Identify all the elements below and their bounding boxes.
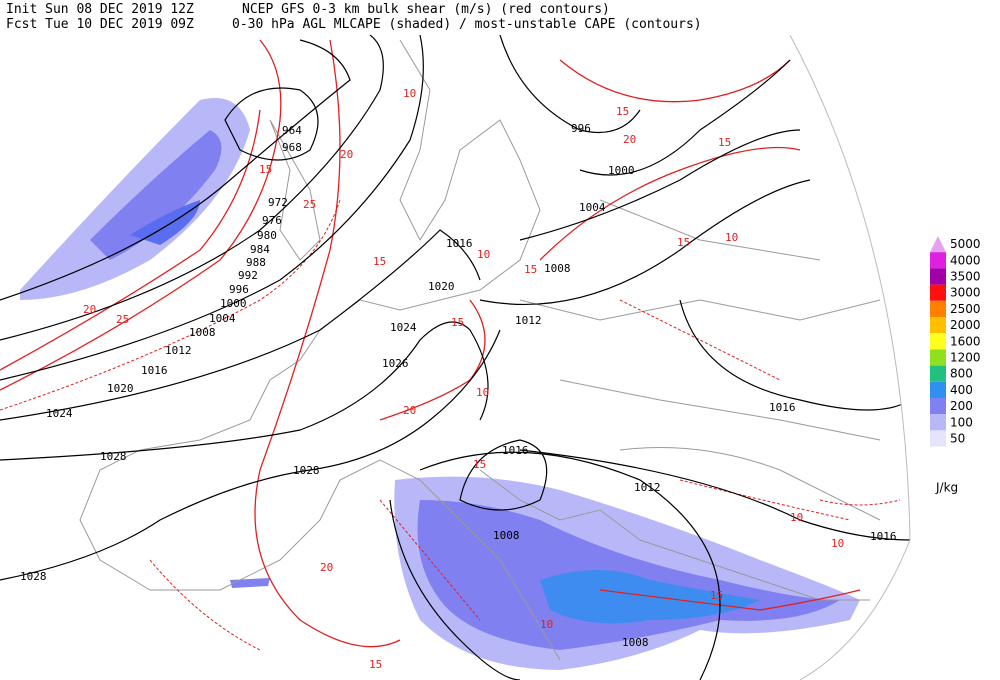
pressure-label: 1012 (165, 344, 192, 357)
pressure-label: 1012 (515, 314, 542, 327)
shear-label: 20 (623, 133, 636, 146)
legend-swatch (930, 365, 946, 382)
legend-swatch (930, 381, 946, 398)
map-area (0, 35, 910, 680)
shear-label: 15 (616, 105, 629, 118)
legend-swatch (930, 398, 946, 415)
legend-label: 1200 (950, 351, 981, 365)
pressure-label: 1024 (390, 321, 417, 334)
legend-swatch (930, 300, 946, 317)
pressure-label: 984 (250, 243, 270, 256)
shear-label: 10 (476, 386, 489, 399)
pressure-label: 1008 (622, 636, 649, 649)
shear-label: 25 (303, 198, 316, 211)
shear-label: 15 (710, 589, 723, 602)
pressure-contours (0, 35, 910, 680)
legend-label: 100 (950, 415, 973, 429)
pressure-label: 1008 (544, 262, 571, 275)
pressure-label: 1020 (428, 280, 455, 293)
pressure-label: 1028 (20, 570, 47, 583)
shear-label: 10 (403, 87, 416, 100)
pressure-label: 1004 (209, 312, 236, 325)
domain-edge (789, 34, 911, 680)
shear-label: 15 (718, 136, 731, 149)
legend-swatch (930, 430, 946, 447)
pressure-label: 980 (257, 229, 277, 242)
legend-label: 800 (950, 367, 973, 381)
legend: 5000 4000 3500 3000 2500 2000 1600 1200 800 400 20… (930, 236, 981, 495)
pressure-label: 1004 (579, 201, 606, 214)
cape-shading (20, 98, 860, 670)
shear-label: 10 (540, 618, 553, 631)
legend-label: 4000 (950, 253, 981, 267)
legend-label: 400 (950, 383, 973, 397)
pressure-label: 1016 (502, 444, 529, 457)
pressure-label: 1028 (293, 464, 320, 477)
pressure-label: 992 (238, 269, 258, 282)
pressure-label: 1020 (107, 382, 134, 395)
product-line-1: NCEP GFS 0-3 km bulk shear (m/s) (red co… (242, 2, 610, 17)
shear-label: 15 (451, 316, 464, 329)
pressure-label: 988 (246, 256, 266, 269)
legend-swatch (930, 349, 946, 366)
pressure-label: 976 (262, 214, 282, 227)
legend-swatch (930, 284, 946, 301)
pressure-label: 996 (571, 122, 591, 135)
pressure-label: 972 (268, 196, 288, 209)
shear-label: 15 (369, 658, 382, 671)
shear-label: 20 (320, 561, 333, 574)
legend-swatch (930, 414, 946, 431)
contour-labels: 9649689729769809849889929961000100410081… (20, 87, 897, 671)
pressure-label: 1000 (608, 164, 635, 177)
shear-label: 10 (725, 231, 738, 244)
pressure-label: 1016 (769, 401, 796, 414)
legend-label: 200 (950, 399, 973, 413)
legend-swatch (930, 268, 946, 285)
pressure-label: 1028 (100, 450, 127, 463)
legend-label: 3000 (950, 286, 981, 300)
shear-label: 25 (116, 313, 129, 326)
shear-label: 20 (340, 148, 353, 161)
shear-label: 15 (473, 458, 486, 471)
product-line-2: 0-30 hPa AGL MLCAPE (shaded) / most-unst… (232, 17, 702, 32)
pressure-label: 1026 (382, 357, 409, 370)
coastlines (79, 39, 881, 661)
legend-label: 1600 (950, 334, 981, 348)
legend-label: 2500 (950, 302, 981, 316)
shear-label: 20 (83, 303, 96, 316)
legend-swatch (930, 252, 946, 269)
pressure-label: 1024 (46, 407, 73, 420)
legend-unit: J/kg (935, 481, 958, 495)
legend-label: 3500 (950, 270, 981, 284)
pressure-label: 1016 (446, 237, 473, 250)
forecast-time: Fcst Tue 10 DEC 2019 09Z (6, 17, 194, 32)
legend-swatch (930, 317, 946, 334)
legend-label: 2000 (950, 318, 981, 332)
pressure-label: 1012 (634, 481, 661, 494)
shear-label: 15 (373, 255, 386, 268)
legend-swatch (930, 333, 946, 350)
pressure-label: 1008 (189, 326, 216, 339)
pressure-label: 1008 (493, 529, 520, 542)
shear-label: 10 (831, 537, 844, 550)
legend-arrow (930, 236, 946, 253)
shear-label: 15 (524, 263, 537, 276)
legend-label: 5000 (950, 237, 981, 251)
shear-label: 10 (790, 511, 803, 524)
init-time: Init Sun 08 DEC 2019 12Z (6, 2, 194, 17)
pressure-label: 1016 (141, 364, 168, 377)
shear-label: 10 (477, 248, 490, 261)
shear-label: 15 (259, 163, 272, 176)
pressure-label: 996 (229, 283, 249, 296)
pressure-label: 1016 (870, 530, 897, 543)
pressure-label: 1000 (220, 297, 247, 310)
pressure-label: 968 (282, 141, 302, 154)
legend-label: 50 (950, 432, 965, 446)
shear-label: 15 (677, 236, 690, 249)
shear-label: 20 (403, 404, 416, 417)
pressure-label: 964 (282, 124, 302, 137)
